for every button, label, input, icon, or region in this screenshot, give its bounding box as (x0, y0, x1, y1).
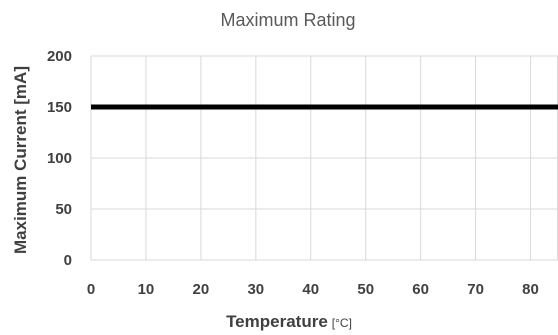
y-tick-labels: 0 50 100 150 200 (47, 48, 72, 269)
grid (90, 55, 558, 261)
x-tick-label: 0 (87, 281, 95, 298)
chart-title: Maximum Rating (220, 10, 355, 30)
x-tick-label: 60 (412, 281, 429, 298)
y-tick-label: 150 (47, 99, 72, 116)
x-tick-labels: 0 10 20 30 40 50 60 70 80 (87, 281, 539, 298)
x-axis-label-text: Temperature (226, 312, 328, 331)
y-tick-label: 0 (64, 252, 72, 269)
x-tick-label: 50 (357, 281, 374, 298)
x-tick-label: 20 (193, 281, 210, 298)
x-tick-label: 80 (522, 281, 539, 298)
y-tick-label: 50 (55, 201, 72, 218)
x-tick-label: 10 (138, 281, 155, 298)
y-tick-label: 100 (47, 150, 72, 167)
x-tick-label: 70 (467, 281, 484, 298)
x-axis-label: Temperature [°C] (226, 312, 352, 331)
x-tick-label: 30 (247, 281, 264, 298)
x-tick-label: 40 (302, 281, 319, 298)
x-axis-unit: [°C] (332, 316, 352, 330)
y-axis-label: Maximum Current [mA] (11, 66, 30, 254)
y-tick-label: 200 (47, 48, 72, 65)
